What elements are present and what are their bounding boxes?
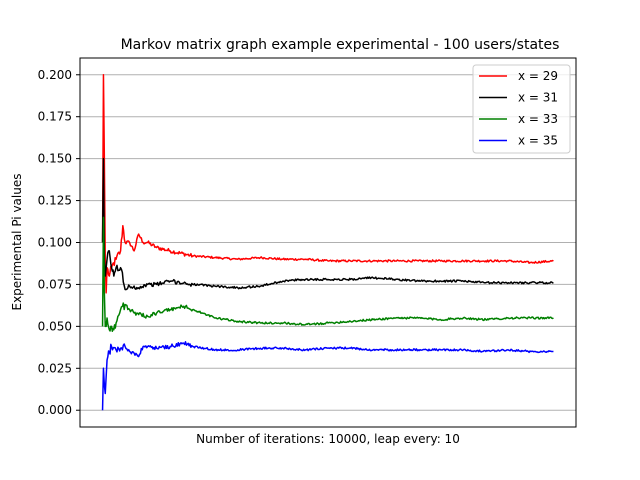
y-tick-label: 0.000 [38,403,72,417]
y-tick-label: 0.150 [38,152,72,166]
y-tick-label: 0.025 [38,361,72,375]
y-tick-label: 0.050 [38,319,72,333]
y-tick-label: 0.200 [38,68,72,82]
legend-label: x = 33 [518,112,558,126]
series-line [101,157,554,291]
chart-title: Markov matrix graph example experimental… [121,37,560,53]
y-axis: 0.000 0.025 0.050 0.075 0.100 0.125 0.150 0.175… [38,68,80,417]
legend-label: x = 35 [518,134,558,148]
legend-box [472,64,571,154]
y-tick-label: 0.175 [38,110,72,124]
series-line [101,74,554,294]
series-line [101,341,554,411]
series-group [101,74,554,411]
legend-label: x = 29 [518,69,558,83]
x-axis-label: Number of iterations: 10000, leap every:… [196,432,460,446]
y-axis-label: Experimental Pi values [10,174,24,311]
y-tick-label: 0.125 [38,194,72,208]
legend: x = 29 x = 31 x = 33 x = 35 [472,64,571,154]
y-tick-label: 0.100 [38,236,72,250]
y-tick-label: 0.075 [38,277,72,291]
legend-label: x = 31 [518,91,558,105]
series-line [101,216,554,333]
